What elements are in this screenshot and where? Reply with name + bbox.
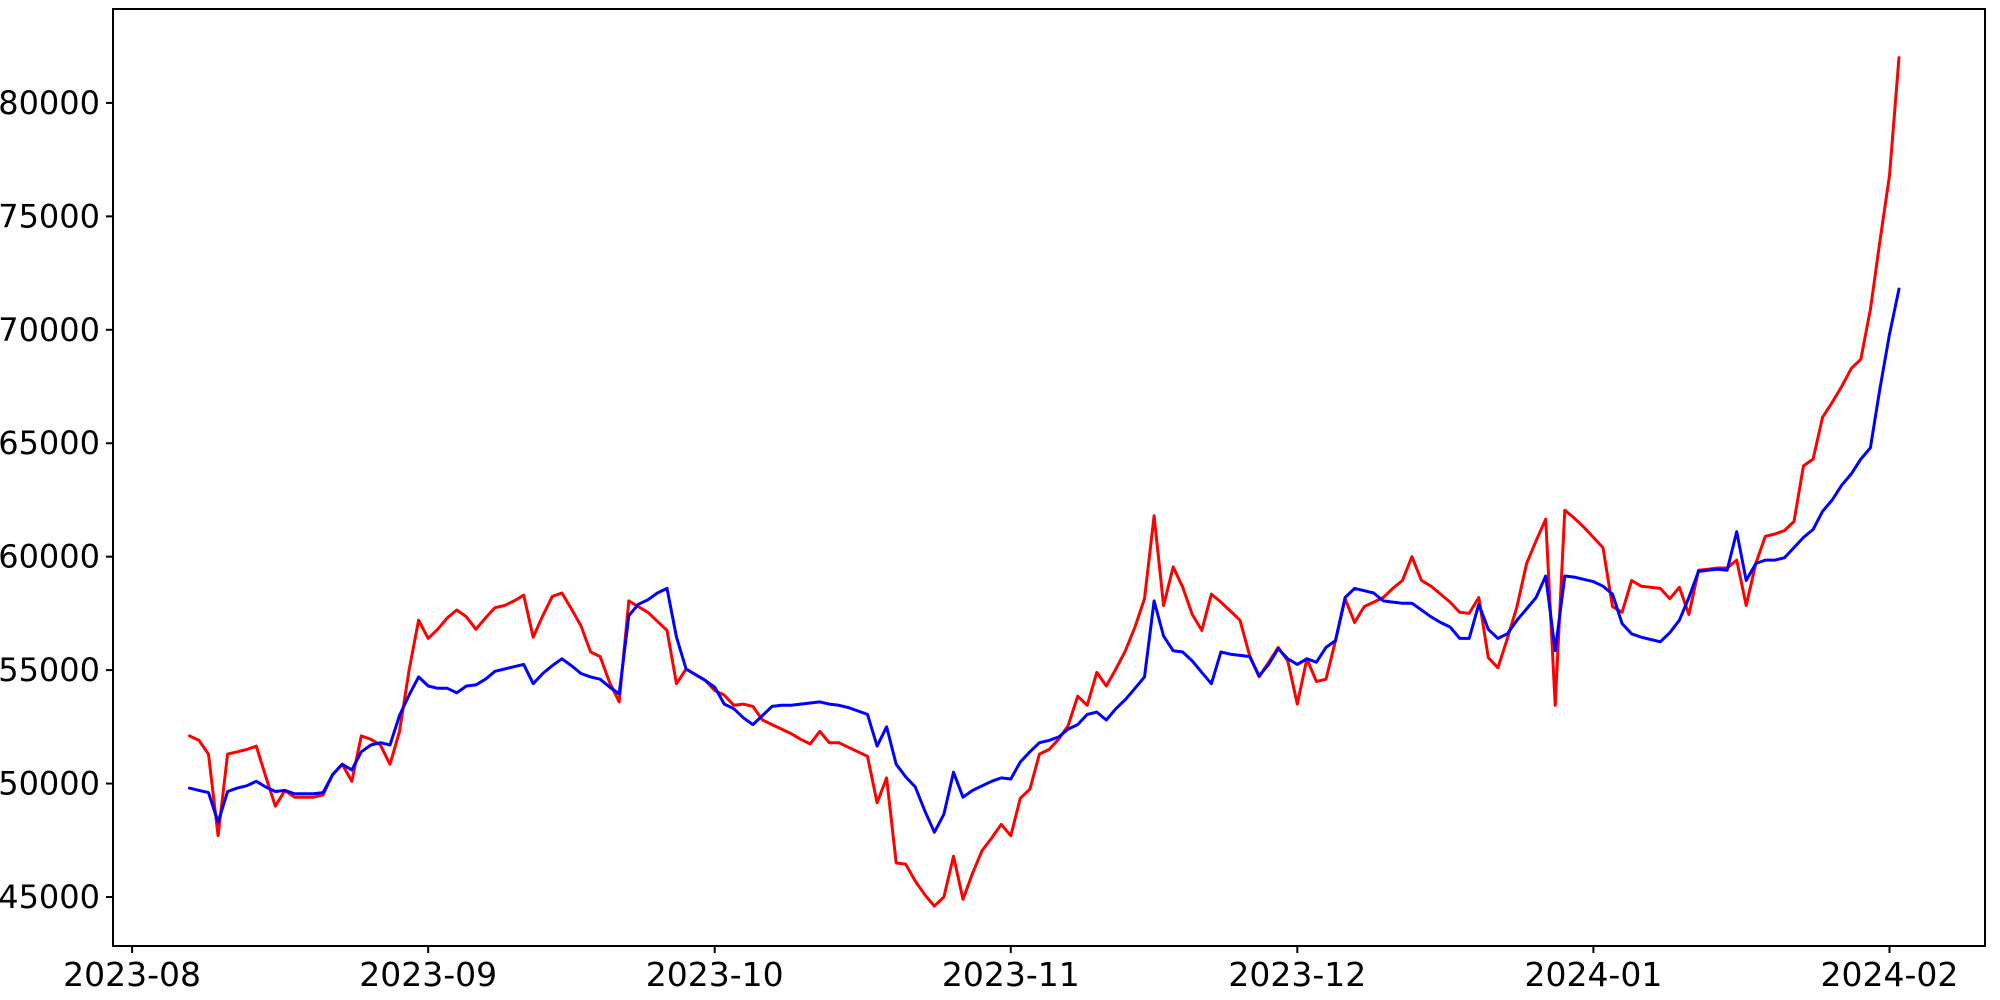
x-tick-label: 2023-10 — [646, 955, 784, 994]
y-tick-label: 70000 — [0, 311, 100, 349]
x-axis: 2023-08 2023-09 2023-10 2023-11 2023-12 2024-… — [63, 946, 1958, 994]
x-tick-label: 2023-08 — [63, 955, 201, 994]
y-tick-label: 65000 — [0, 424, 100, 462]
y-tick-label: 45000 — [0, 878, 100, 916]
plot-frame — [112, 8, 1986, 947]
x-tick-label: 2024-02 — [1821, 955, 1959, 994]
y-axis: 45000 50000 55000 60000 65000 70000 75000 80000 — [0, 84, 113, 916]
plot-area — [112, 8, 1986, 947]
series-layer — [187, 56, 1901, 908]
x-tick-label: 2023-11 — [942, 955, 1080, 994]
y-tick-label: 55000 — [0, 651, 100, 689]
y-tick-label: 60000 — [0, 538, 100, 576]
x-tick-label: 2023-09 — [359, 955, 497, 994]
blue-series-line — [187, 287, 1901, 834]
y-tick-label: 80000 — [0, 84, 100, 122]
x-tick-label: 2024-01 — [1524, 955, 1662, 994]
red-series-line — [187, 56, 1901, 908]
y-tick-label: 50000 — [0, 765, 100, 803]
x-tick-label: 2023-12 — [1228, 955, 1366, 994]
y-tick-label: 75000 — [0, 197, 100, 235]
